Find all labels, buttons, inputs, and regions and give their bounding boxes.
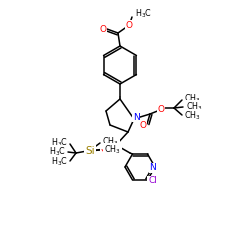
Text: O: O	[140, 122, 146, 130]
Text: N: N	[132, 112, 140, 122]
Text: O: O	[126, 20, 132, 30]
Text: Cl: Cl	[148, 176, 157, 186]
Text: CH$_3$: CH$_3$	[102, 136, 119, 148]
Text: CH$_3$: CH$_3$	[104, 144, 121, 156]
Text: H$_3$C: H$_3$C	[135, 8, 152, 20]
Text: N: N	[150, 164, 156, 172]
Text: O: O	[158, 104, 164, 114]
Text: O: O	[100, 144, 107, 154]
Text: H$_3$C: H$_3$C	[51, 156, 68, 168]
Text: H$_3$C: H$_3$C	[51, 137, 68, 149]
Text: CH$_3$: CH$_3$	[186, 101, 203, 113]
Text: O: O	[100, 24, 106, 34]
Text: Si: Si	[85, 146, 95, 156]
Text: H$_3$C: H$_3$C	[49, 146, 66, 158]
Text: CH$_3$: CH$_3$	[184, 93, 201, 105]
Text: CH$_3$: CH$_3$	[184, 110, 201, 122]
